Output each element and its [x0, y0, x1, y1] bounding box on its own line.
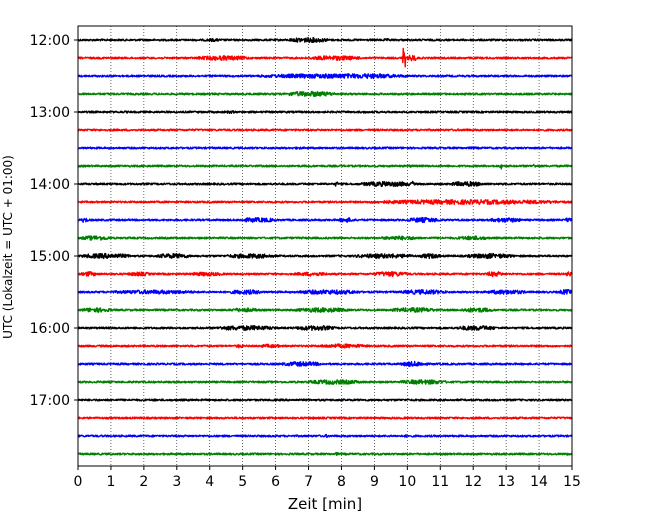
seismic-trace [77, 451, 573, 456]
seismic-trace [77, 128, 573, 132]
seismic-trace [77, 235, 573, 241]
x-tick-label: 11 [431, 474, 449, 490]
x-tick-label: 1 [106, 474, 115, 490]
seismic-trace [77, 398, 573, 402]
seismic-traces [77, 36, 573, 456]
x-tick-label: 5 [238, 474, 247, 490]
seismic-trace [77, 72, 573, 80]
seismic-trace [77, 110, 573, 115]
seismic-trace [77, 252, 573, 260]
seismic-trace [77, 379, 573, 385]
x-tick-label: 0 [74, 474, 83, 490]
x-tick-label: 9 [370, 474, 379, 490]
x-tick-label: 6 [271, 474, 280, 490]
seismic-trace [77, 146, 573, 150]
y-axis: 12:00 13:00 14:00 15:00 16:00 17:00 [30, 33, 78, 409]
x-tick-label: 10 [398, 474, 416, 490]
x-tick-label: 14 [530, 474, 548, 490]
x-tick-label: 7 [304, 474, 313, 490]
x-tick-label: 8 [337, 474, 346, 490]
y-tick-label: 17:00 [30, 393, 70, 409]
seismic-trace [77, 360, 573, 368]
seismic-trace [77, 270, 573, 278]
x-axis-label: Zeit [min] [288, 495, 362, 513]
seismic-trace [77, 47, 573, 68]
y-tick-label: 16:00 [30, 321, 70, 337]
y-tick-label: 12:00 [30, 33, 70, 49]
seismic-trace [77, 90, 573, 98]
x-tick-label: 12 [464, 474, 482, 490]
y-tick-label: 15:00 [30, 249, 70, 265]
x-tick-label: 15 [563, 474, 581, 490]
seismic-trace [77, 343, 573, 349]
y-axis-label: UTC (Lokalzeit = UTC + 01:00) [1, 155, 15, 339]
seismic-trace [77, 163, 573, 170]
seismic-trace [77, 416, 573, 420]
seismic-trace [77, 288, 573, 296]
seismic-trace [77, 36, 573, 44]
y-tick-label: 14:00 [30, 177, 70, 193]
seismic-trace [77, 216, 573, 224]
x-tick-label: 4 [205, 474, 214, 490]
x-axis: 0 1 2 3 4 5 6 7 8 9 10 11 12 13 14 15 [74, 466, 581, 490]
seismic-trace [77, 433, 573, 438]
y-tick-label: 13:00 [30, 105, 70, 121]
seismic-trace [77, 180, 573, 188]
seismic-trace [77, 199, 573, 205]
plot-frame [77, 25, 573, 467]
x-tick-label: 3 [172, 474, 181, 490]
x-tick-label: 2 [139, 474, 148, 490]
seismic-trace [77, 307, 573, 313]
x-tick-label: 13 [497, 474, 515, 490]
seismic-trace [77, 324, 573, 332]
